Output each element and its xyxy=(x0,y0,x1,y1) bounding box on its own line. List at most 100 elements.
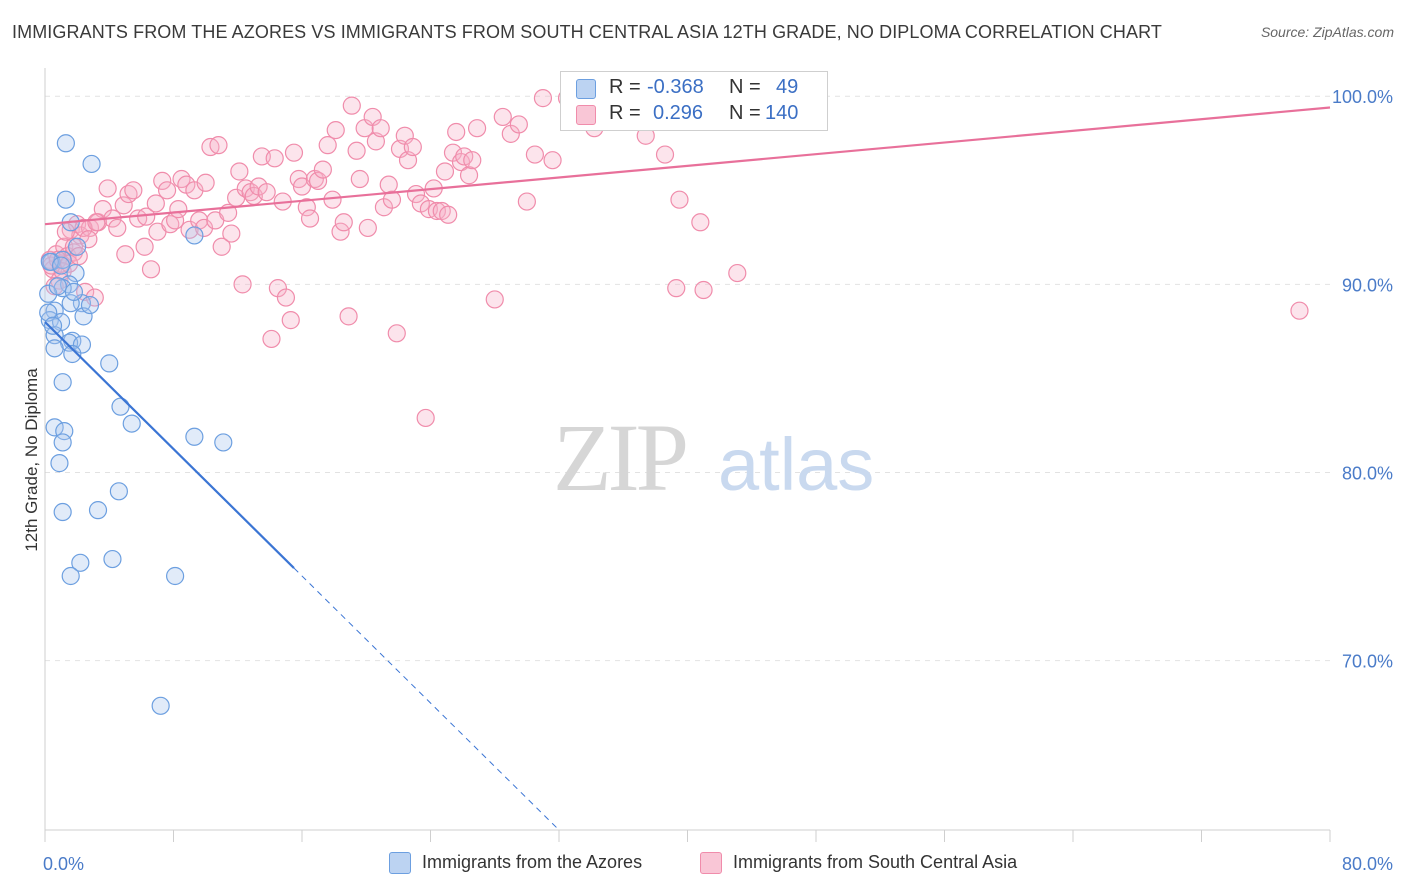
south-central-asia-point xyxy=(276,288,296,307)
azores-point xyxy=(56,190,75,209)
south-central-asia-point xyxy=(670,190,689,209)
south-central-asia-point xyxy=(116,245,135,264)
n-label: N = xyxy=(729,102,761,124)
azores-point xyxy=(63,344,82,364)
south-central-asia-legend-swatch xyxy=(700,852,722,874)
south-central-asia-point xyxy=(427,201,447,221)
south-central-asia-point xyxy=(451,152,471,172)
south-central-asia-point xyxy=(667,279,686,298)
azores-point xyxy=(80,295,100,315)
south-central-asia-point xyxy=(114,196,133,215)
south-central-asia-point xyxy=(180,220,199,239)
south-central-asia-point xyxy=(98,179,117,198)
r-value: 0.296 xyxy=(653,102,704,124)
south-central-asia-point xyxy=(342,96,361,115)
azores-point xyxy=(82,154,101,174)
south-central-asia-point xyxy=(326,120,345,140)
south-central-asia-point xyxy=(533,89,553,108)
south-central-asia-point xyxy=(334,213,353,232)
azores-point xyxy=(66,263,85,283)
azores-point xyxy=(109,482,128,501)
south-central-asia-point xyxy=(212,237,231,256)
azores-swatch xyxy=(576,79,596,99)
south-central-asia-point xyxy=(108,218,127,238)
azores-point xyxy=(53,433,72,452)
south-central-asia-point xyxy=(265,149,284,168)
south-central-asia-point xyxy=(196,173,215,192)
south-central-asia-point xyxy=(387,324,406,343)
azores-point xyxy=(72,335,92,354)
x-tick-label: 80.0% xyxy=(1342,854,1393,874)
south-central-asia-point xyxy=(153,171,172,190)
chart-title: IMMIGRANTS FROM THE AZORES VS IMMIGRANTS… xyxy=(12,22,1162,42)
south-central-asia-point xyxy=(439,205,458,224)
south-central-asia-point xyxy=(281,311,300,330)
south-central-asia-point xyxy=(339,307,358,326)
south-central-asia-point xyxy=(318,136,337,155)
azores-point xyxy=(74,307,93,326)
azores-point xyxy=(45,326,64,345)
legend-label: Immigrants from South Central Asia xyxy=(733,852,1018,872)
series-legend: Immigrants from the Azores Immigrants fr… xyxy=(0,851,1406,877)
azores-point xyxy=(100,354,119,373)
south-central-asia-point xyxy=(517,192,536,211)
y-tick-label: 80.0% xyxy=(1342,464,1393,484)
source-credit: Source: ZipAtlas.com xyxy=(1260,24,1394,40)
azores-point xyxy=(64,282,84,301)
y-axis-label: 12th Grade, No Diploma xyxy=(22,368,41,552)
y-tick-label: 100.0% xyxy=(1332,87,1393,107)
south-central-asia-point xyxy=(135,237,154,256)
azores-point xyxy=(166,566,185,586)
azores-trend-line xyxy=(44,321,295,569)
r-label: R = xyxy=(609,76,641,98)
azores-point xyxy=(214,433,233,452)
south-central-asia-point xyxy=(157,181,177,200)
south-central-asia-point xyxy=(350,169,369,189)
series-south-central-asia xyxy=(40,89,1309,428)
n-label: N = xyxy=(729,76,761,98)
south-central-asia-point xyxy=(463,151,482,170)
gridlines xyxy=(45,95,1330,662)
south-central-asia-point xyxy=(416,408,435,428)
r-value: -0.368 xyxy=(647,76,704,98)
azores-point xyxy=(68,237,87,256)
azores-point xyxy=(61,566,80,586)
south-central-asia-point xyxy=(222,224,241,243)
azores-trend-extension xyxy=(293,567,560,831)
azores-point xyxy=(48,277,67,296)
azores-point xyxy=(61,294,80,313)
south-central-asia-point xyxy=(485,290,504,309)
azores-point xyxy=(185,226,204,245)
south-central-asia-point xyxy=(172,169,191,189)
n-value: 49 xyxy=(776,76,799,98)
azores-point xyxy=(122,414,141,433)
azores-point xyxy=(103,549,122,569)
azores-point xyxy=(40,252,59,271)
south-central-asia-point xyxy=(300,209,320,228)
south-central-asia-point xyxy=(543,151,562,170)
azores-point xyxy=(43,316,63,335)
azores-point xyxy=(111,397,130,416)
azores-point xyxy=(50,454,69,473)
azores-point xyxy=(55,422,74,441)
watermark: ZIP atlas xyxy=(553,404,874,511)
x-tick-label: 0.0% xyxy=(43,854,84,874)
series-azores xyxy=(39,134,233,715)
stats-legend: R = -0.368 N = 49 R = 0.296 N = 140 xyxy=(560,71,828,131)
azores-point xyxy=(151,696,170,715)
azores-point xyxy=(45,339,64,358)
south-central-asia-point xyxy=(467,119,487,138)
legend-label: Immigrants from the Azores xyxy=(422,852,643,872)
y-tick-label: 90.0% xyxy=(1342,275,1393,295)
x-tick-labels: 0.0% 80.0% xyxy=(43,854,1393,874)
south-central-asia-point xyxy=(308,171,328,190)
azores-point xyxy=(53,502,72,522)
south-central-asia-point xyxy=(435,162,455,181)
watermark-atlas: atlas xyxy=(718,423,874,506)
azores-point xyxy=(185,427,204,446)
south-central-asia-point xyxy=(493,107,512,127)
n-value: 140 xyxy=(765,102,799,124)
south-central-asia-point xyxy=(87,213,106,232)
azores-point xyxy=(51,256,71,275)
